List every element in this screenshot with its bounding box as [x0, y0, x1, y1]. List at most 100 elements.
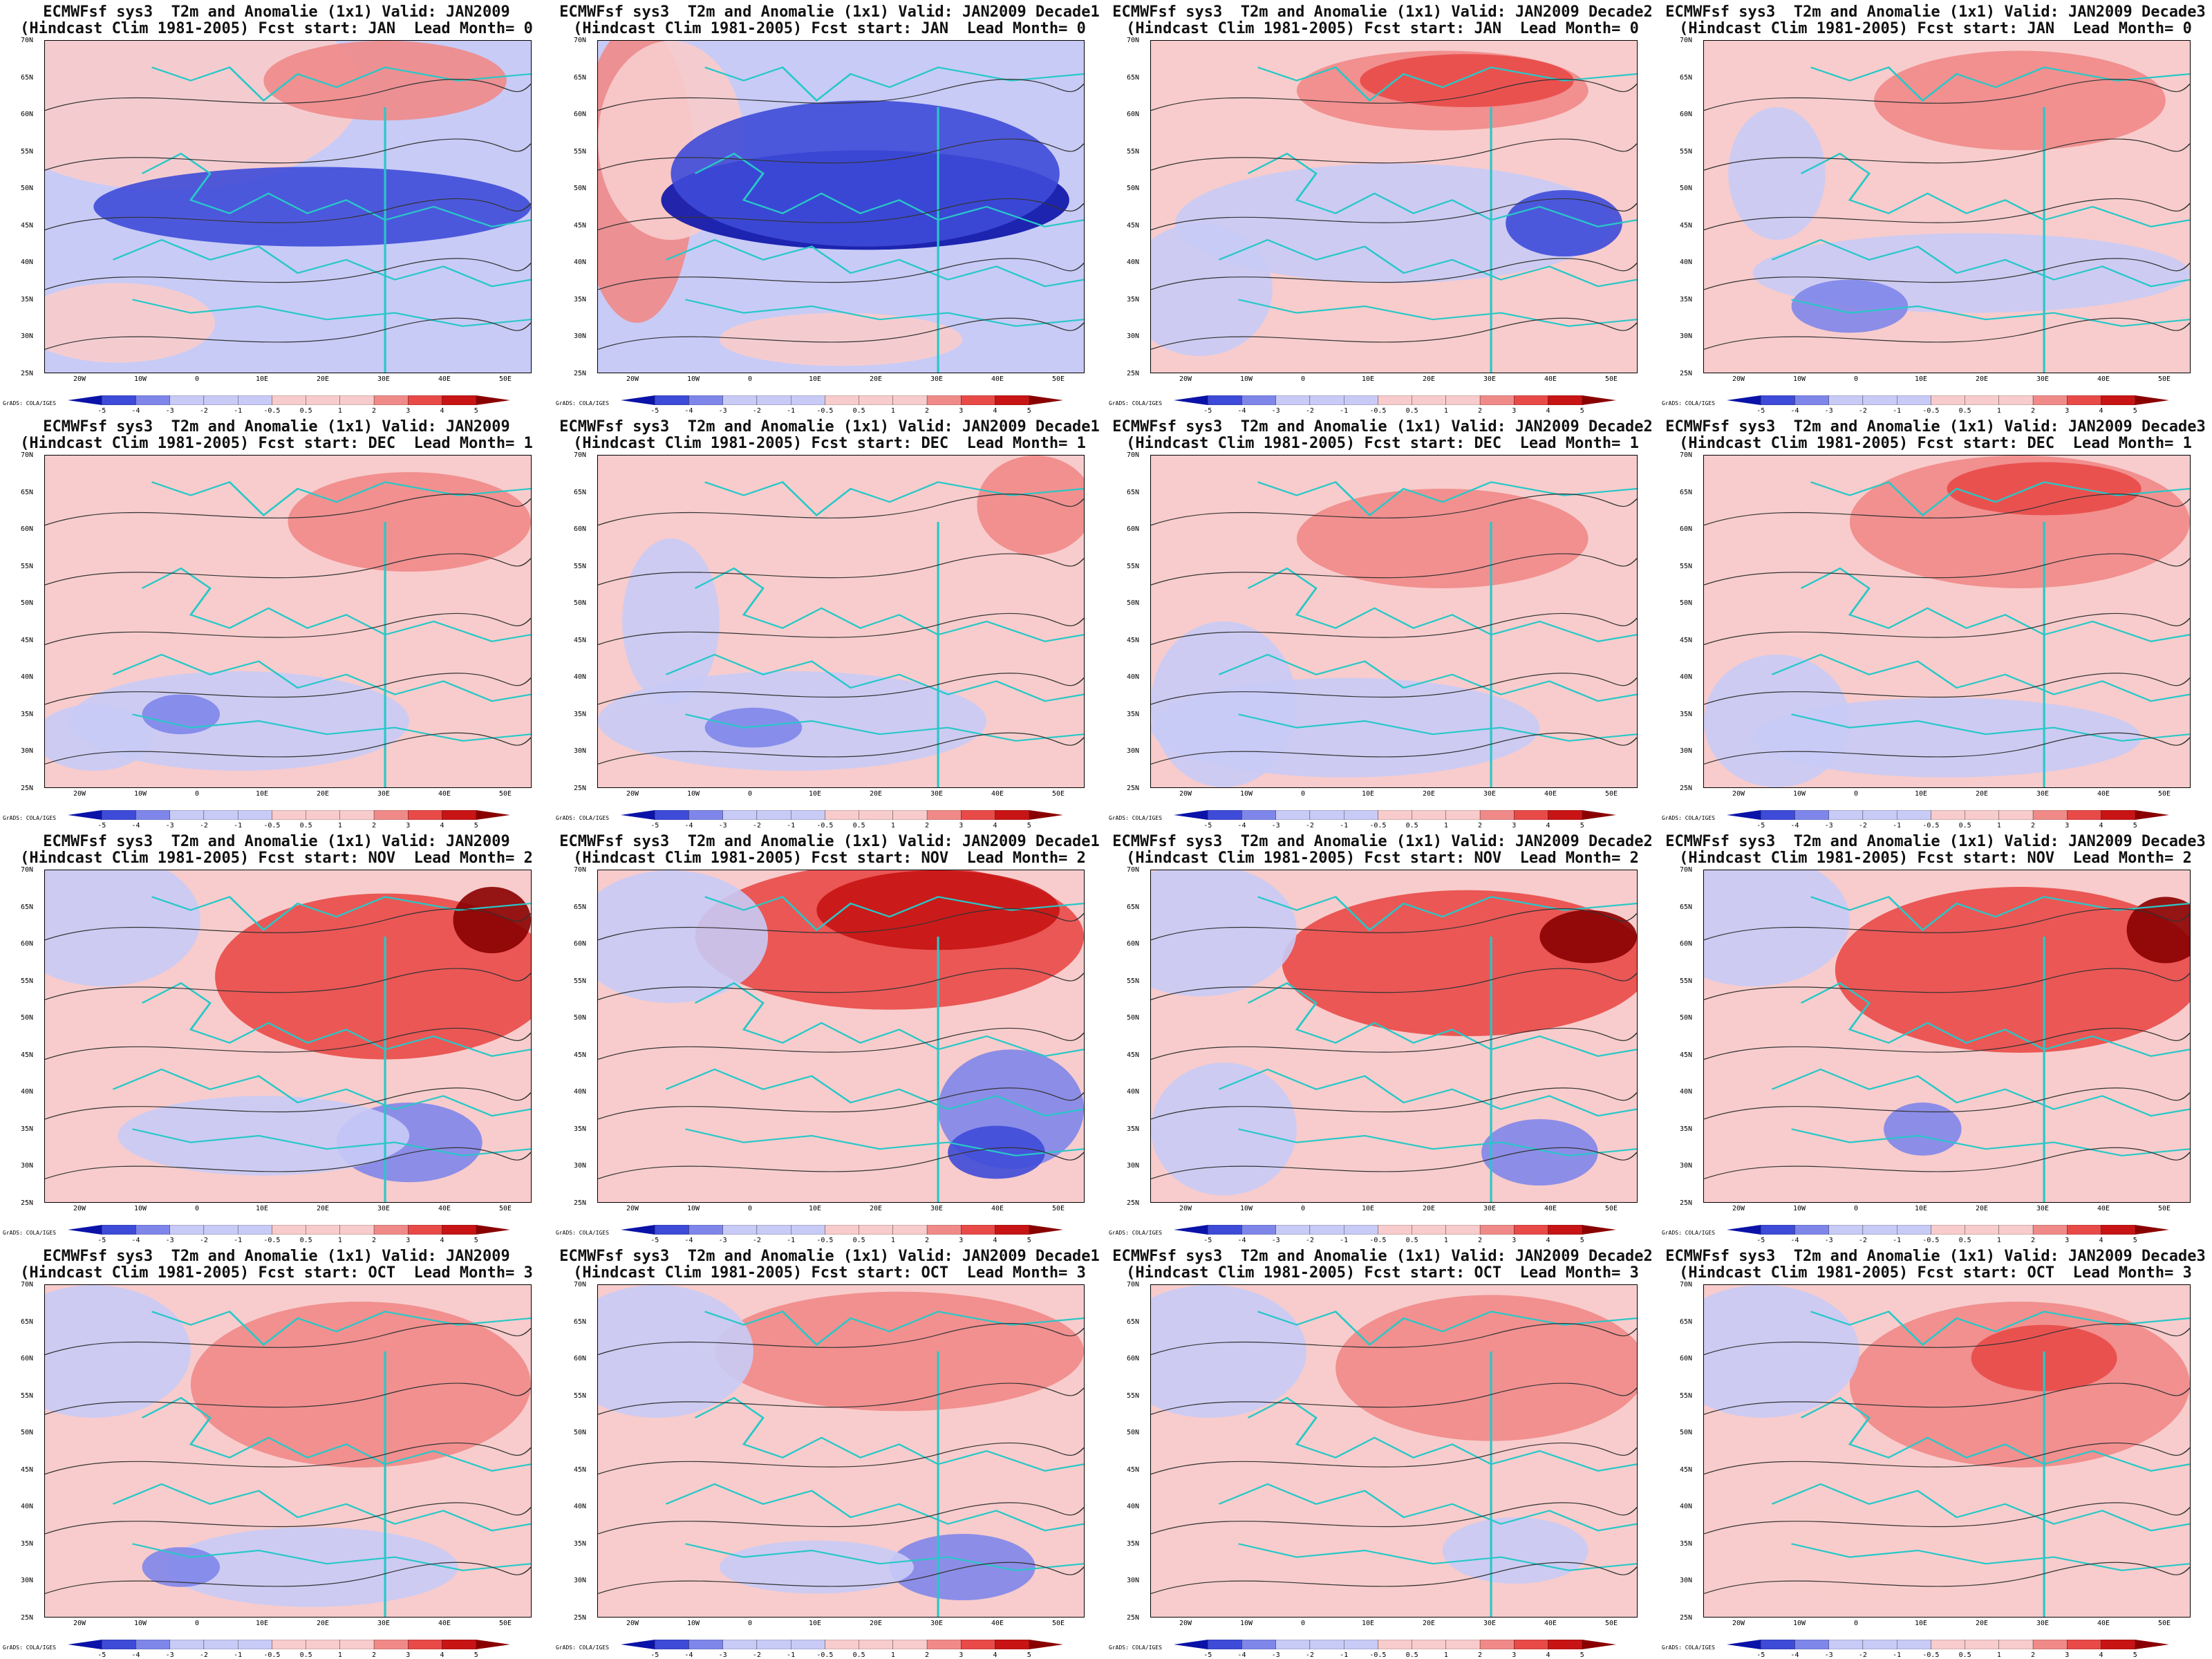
isotherm-contour [1151, 1442, 1637, 1475]
colorbar [1174, 1225, 1616, 1235]
anomaly-field [1704, 1285, 2190, 1617]
anomaly-field [598, 870, 1084, 1202]
colorbar-tick-label: -5 [1203, 407, 1212, 415]
longitude-label: 50E [1052, 790, 1065, 798]
longitude-label: 40E [1544, 790, 1557, 798]
colorbar-tick-label: 1 [1996, 407, 2001, 415]
anomaly-field [1151, 456, 1637, 787]
anomaly-map [597, 870, 1085, 1203]
colorbar-tick-label: 0.5 [1405, 1651, 1418, 1659]
colorbar-tick-label: 3 [406, 1237, 411, 1244]
colorbar-tick-label: -4 [131, 1237, 140, 1244]
latitude-label: 65N [1680, 73, 1693, 82]
anomaly-region [263, 41, 507, 121]
anomaly-region [816, 870, 1060, 950]
longitude-label: 10W [687, 790, 700, 798]
latitude-label: 65N [574, 903, 587, 911]
longitude-label: 20E [1976, 1205, 1989, 1212]
colorbar-tick-label: 0.5 [1958, 822, 1971, 830]
colorbar-tick-label: -1 [1340, 822, 1349, 830]
colorbar-tick-label: -1 [787, 1237, 796, 1244]
anomaly-region [1874, 50, 2166, 151]
longitude-label: 10W [1793, 1205, 1806, 1212]
latitude-label: 40N [1680, 259, 1693, 267]
colorbar-tick-label: -5 [97, 822, 106, 830]
latitude-label: 70N [1680, 451, 1693, 459]
longitude-label: 20E [317, 790, 330, 798]
colorbar-tick-label: -1 [234, 1651, 243, 1659]
longitude-label: 30E [930, 375, 944, 383]
colorbar-tick-label: -1 [1893, 1237, 1902, 1244]
colorbar-tick-label: -0.5 [816, 1651, 834, 1659]
isotherm-contour [45, 612, 531, 646]
latitude-label: 55N [21, 977, 34, 985]
latitude-label: 55N [1680, 562, 1693, 570]
colorbar-tick-label: -3 [165, 1651, 174, 1659]
latitude-label: 55N [21, 562, 34, 570]
latitude-label: 65N [1127, 903, 1140, 911]
longitude-label: 40E [438, 1620, 451, 1627]
latitude-label: 50N [1127, 1014, 1140, 1022]
latitude-label: 45N [21, 1465, 34, 1474]
anomaly-map [1150, 455, 1638, 788]
forecast-panel: ECMWFsf sys3 T2m and Anomalie (1x1) Vali… [553, 830, 1106, 1245]
latitude-label: 30N [21, 332, 34, 341]
colorbar-tick-label: -3 [718, 407, 727, 415]
colorbar-tick-label: -2 [1858, 407, 1867, 415]
anomaly-field [598, 41, 1084, 373]
anomaly-region [1704, 655, 1850, 787]
panel-title: ECMWFsf sys3 T2m and Anomalie (1x1) Vali… [1112, 3, 1653, 21]
colorbar-tick-label: 3 [959, 407, 964, 415]
longitude-label: 30E [377, 790, 391, 798]
anomaly-field [45, 1285, 531, 1617]
latitude-label: 35N [574, 295, 587, 303]
coastline [665, 896, 1084, 1202]
longitude-label: 10E [256, 1205, 269, 1212]
latitude-label: 30N [574, 1162, 587, 1170]
latitude-label: 65N [1127, 1318, 1140, 1326]
isotherm-contour [1151, 1323, 1637, 1356]
isotherm-contour [1151, 79, 1637, 111]
longitude-label: 30E [377, 1205, 391, 1212]
colorbar-tick-label: -4 [1237, 407, 1246, 415]
colorbar-tick-label: -5 [1203, 1237, 1212, 1244]
panel-subtitle: (Hindcast Clim 1981-2005) Fcst start: JA… [1679, 20, 2192, 37]
colorbar-tick-label: 5 [2133, 822, 2137, 830]
colorbar-tick-label: 1 [1443, 407, 1448, 415]
forecast-panel: ECMWFsf sys3 T2m and Anomalie (1x1) Vali… [553, 415, 1106, 830]
colorbar-tick-label: -3 [1824, 1651, 1833, 1659]
latitude-label: 40N [21, 1088, 34, 1096]
colorbar-tick-label: 0.5 [852, 822, 865, 830]
anomaly-region [598, 1285, 753, 1418]
anomaly-region [1175, 163, 1613, 283]
isotherm-contour [45, 1442, 531, 1475]
latitude-label: 30N [1127, 1162, 1140, 1170]
latitude-label: 45N [21, 1051, 34, 1059]
colorbar-tick-label: 5 [1027, 1651, 1031, 1659]
colorbar-tick-label: 2 [372, 407, 377, 415]
anomaly-region [1947, 462, 2141, 516]
longitude-label: 20W [1179, 375, 1192, 383]
latitude-label: 35N [1127, 1125, 1140, 1133]
longitude-label: 10E [809, 790, 822, 798]
anomaly-region [1481, 1119, 1598, 1185]
colorbar-tick-label: -4 [1790, 1237, 1799, 1244]
longitude-label: 40E [438, 790, 451, 798]
anomaly-map [44, 40, 532, 373]
latitude-label: 35N [1127, 1539, 1140, 1548]
longitude-label: 20E [1423, 1205, 1436, 1212]
anomaly-field [1151, 870, 1637, 1202]
isotherm-contour [598, 1087, 1084, 1120]
colorbar-tick-label: 3 [959, 822, 964, 830]
anomaly-region [190, 1302, 531, 1468]
isotherm-contour [598, 198, 1084, 231]
longitude-label: 30E [377, 1620, 391, 1627]
colorbar-tick-label: -1 [1340, 407, 1349, 415]
longitude-label: 30E [2036, 790, 2050, 798]
colorbar-tick-label: -5 [650, 1237, 659, 1244]
grads-credit: GrADS: COLA/IGES [556, 400, 610, 406]
latitude-label: 70N [1127, 451, 1140, 459]
colorbar-tick-label: 5 [474, 1237, 478, 1244]
colorbar-tick-label: 0.5 [852, 407, 865, 415]
colorbar-tick-label: -2 [752, 822, 761, 830]
